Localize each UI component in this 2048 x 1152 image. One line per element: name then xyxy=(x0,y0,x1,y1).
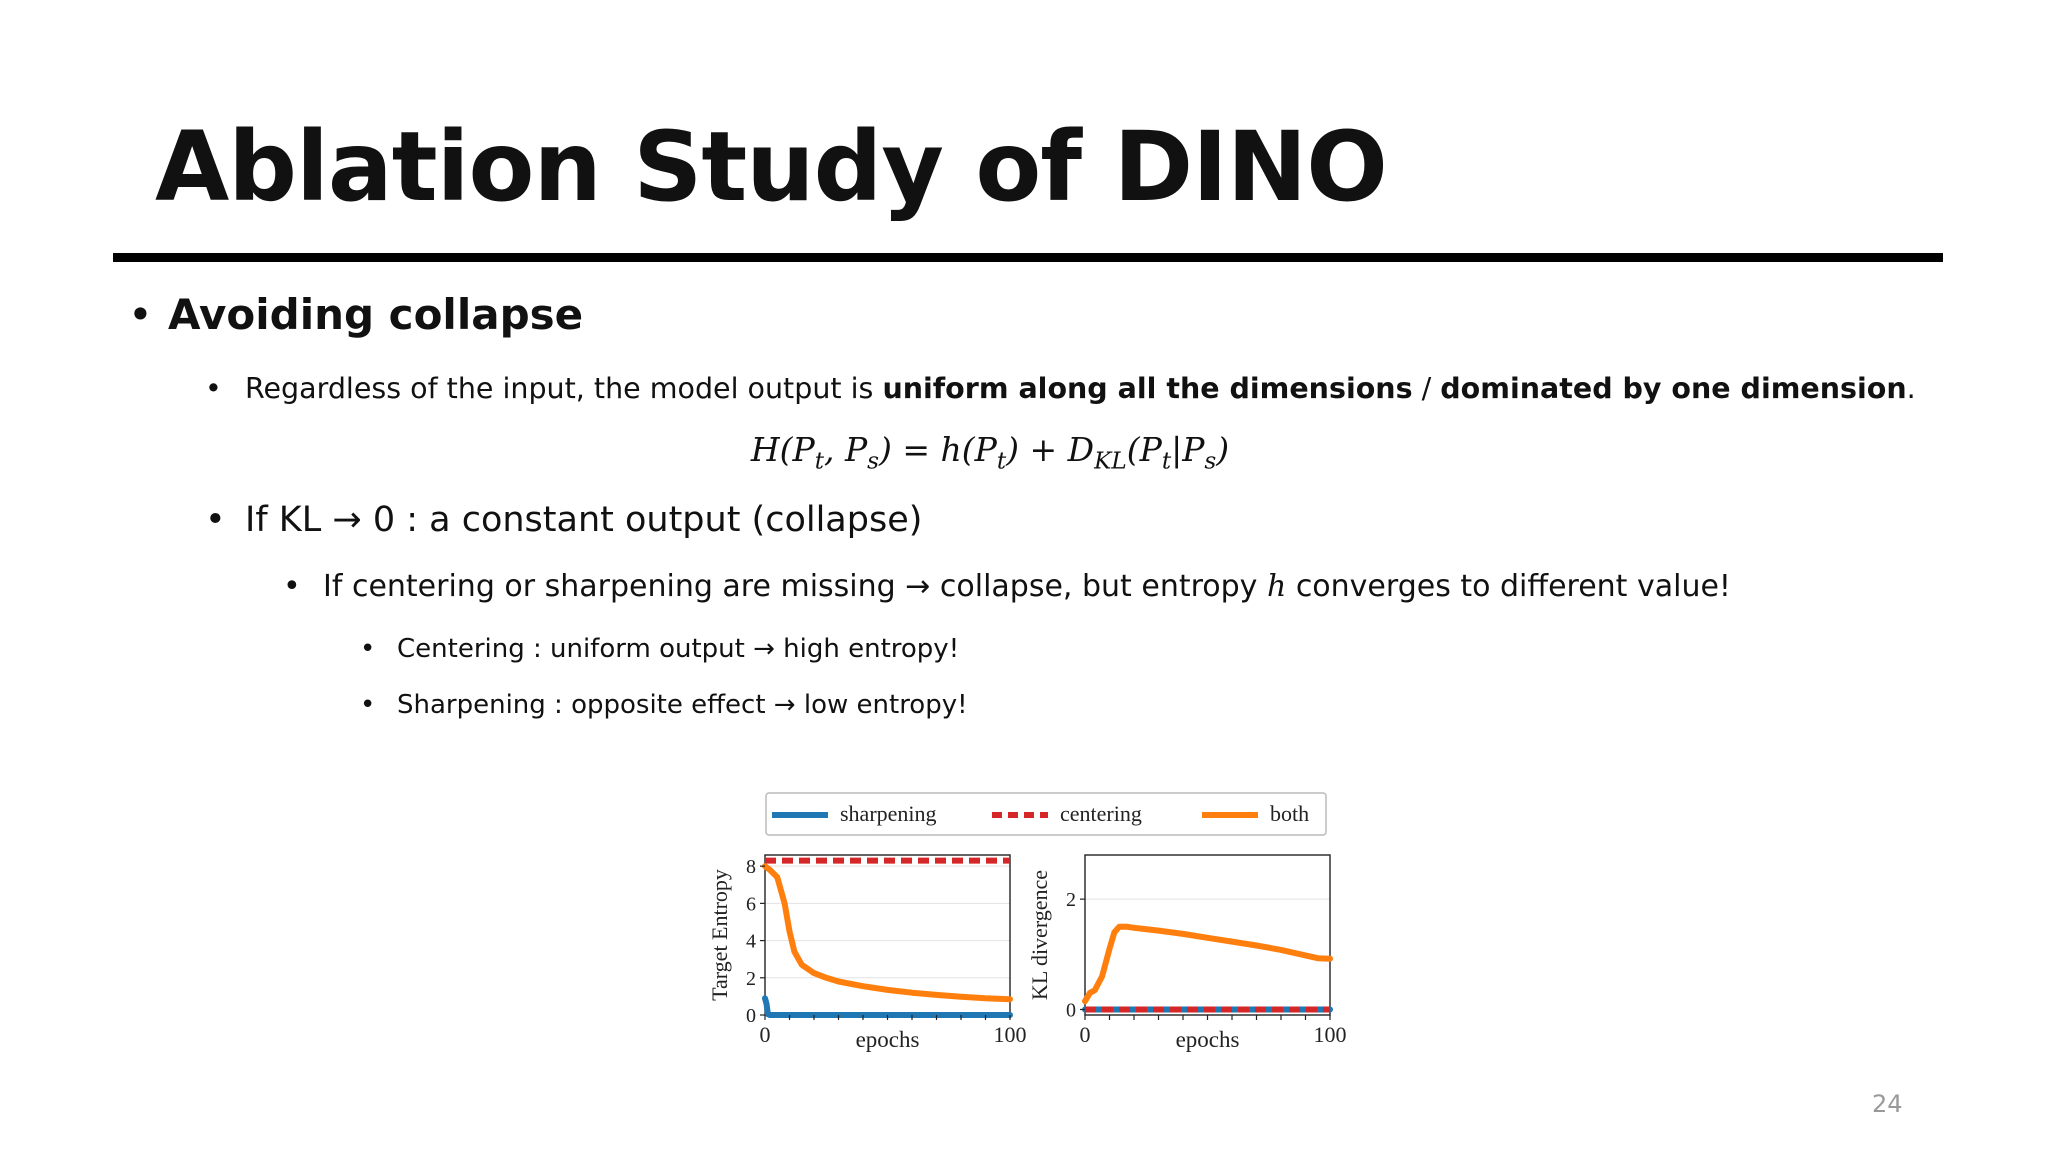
x-tick-label: 100 xyxy=(1314,1022,1347,1047)
bullet-text-post: high entropy! xyxy=(774,634,960,664)
y-tick-label: 0 xyxy=(746,1005,756,1027)
series-line-both xyxy=(762,863,1013,1003)
y-tick-label: 0 xyxy=(1066,999,1076,1021)
legend-label-centering: centering xyxy=(1060,801,1142,826)
y-tick-label: 4 xyxy=(746,931,756,953)
arrow-icon: → xyxy=(773,690,796,720)
bullet-text-post: 0 : a constant output (collapse) xyxy=(361,500,923,540)
bullet-text-pre: Centering : uniform output xyxy=(397,634,754,664)
bullet-text: Sharpening : opposite effect → low entro… xyxy=(397,690,968,720)
bullet-text-pre: If KL xyxy=(245,500,333,540)
bullet-text: Centering : uniform output → high entrop… xyxy=(397,634,959,664)
legend-label-both: both xyxy=(1270,801,1309,826)
bullet-text: Regardless of the input, the model outpu… xyxy=(245,372,1916,405)
y-tick-label: 2 xyxy=(746,968,756,990)
bullet-regardless-input: • Regardless of the input, the model out… xyxy=(205,372,1916,405)
bullet-text-pre: Regardless of the input, the model outpu… xyxy=(245,372,883,405)
bullet-centering: • Centering : uniform output → high entr… xyxy=(360,634,959,664)
entropy-variable: h xyxy=(1266,569,1287,604)
bullet-marker: • xyxy=(283,569,301,604)
bullet-text-mid: collapse, but entropy xyxy=(930,569,1267,604)
bullet-text-post: . xyxy=(1906,372,1916,405)
page-number: 24 xyxy=(1872,1090,1903,1118)
bullet-sharpening: • Sharpening : opposite effect → low ent… xyxy=(360,690,968,720)
arrow-icon: → xyxy=(753,634,775,664)
bullet-text-post: converges to different value! xyxy=(1286,569,1731,604)
y-tick-label: 8 xyxy=(746,856,756,878)
bullet-text: Avoiding collapse xyxy=(168,290,584,339)
x-axis-label: epochs xyxy=(1176,1027,1240,1052)
bullet-marker: • xyxy=(205,500,226,540)
bullet-text-post: low entropy! xyxy=(795,690,968,720)
entropy-formula: H(Pt, Ps) = h(Pt) + DKL(Pt|Ps) xyxy=(750,430,1230,475)
bullet-text-pre: Sharpening : opposite effect xyxy=(397,690,774,720)
arrow-icon: → xyxy=(905,569,931,604)
bullet-text-mid: / xyxy=(1412,372,1441,405)
x-tick-label: 100 xyxy=(994,1022,1027,1047)
arrow-icon: → xyxy=(332,500,362,540)
bullet-centering-sharpening-missing: • If centering or sharpening are missing… xyxy=(283,569,1731,604)
series-line-both xyxy=(1082,923,1333,1005)
bullet-marker: • xyxy=(360,634,376,664)
bullet-marker: • xyxy=(205,372,222,405)
bullet-text-pre: If centering or sharpening are missing xyxy=(323,569,906,604)
x-axis-label: epochs xyxy=(856,1027,920,1052)
chart-legend: sharpening centering both xyxy=(765,792,1327,836)
bullet-marker: • xyxy=(360,690,376,720)
y-axis-label: Target Entropy xyxy=(707,869,732,1001)
slide-title: Ablation Study of DINO xyxy=(155,111,1388,223)
y-tick-label: 2 xyxy=(1066,889,1076,911)
chart-kl-divergence: 0 2 0 100 epochs KL divergence xyxy=(1027,854,1347,1052)
bullet-avoiding-collapse: • Avoiding collapse xyxy=(128,290,583,339)
series-line-sharpening xyxy=(762,995,1013,1018)
x-tick-label: 0 xyxy=(1080,1022,1091,1047)
bullet-kl-zero: • If KL → 0 : a constant output (collaps… xyxy=(205,500,922,540)
bullet-marker: • xyxy=(128,290,153,339)
bullet-text-bold-dominated: dominated by one dimension xyxy=(1440,372,1907,405)
x-tick-label: 0 xyxy=(760,1022,771,1047)
bullet-text: If centering or sharpening are missing →… xyxy=(323,569,1731,604)
y-tick-label: 6 xyxy=(746,893,756,915)
chart-target-entropy: 0 2 4 6 8 0 100 epochs Target Entropy xyxy=(707,854,1027,1052)
legend-label-sharpening: sharpening xyxy=(840,801,937,826)
bullet-text: If KL → 0 : a constant output (collapse) xyxy=(245,500,922,540)
y-axis-label: KL divergence xyxy=(1027,870,1052,1000)
collapse-figure: sharpening centering both 0 2 4 6 8 0 100 epochs T… xyxy=(707,792,1347,1052)
title-underline xyxy=(113,253,1943,262)
bullet-text-bold-uniform: uniform along all the dimensions xyxy=(882,372,1413,405)
